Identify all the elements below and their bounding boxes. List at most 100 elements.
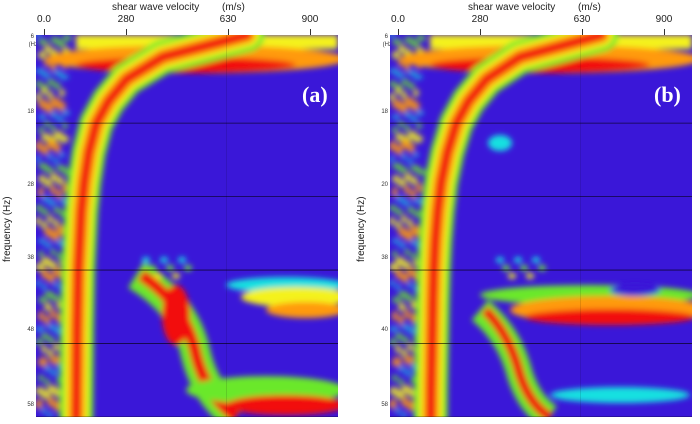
noise-speck xyxy=(62,111,70,115)
noise-speck xyxy=(390,327,399,331)
noise-speck xyxy=(38,115,46,119)
noise-speck xyxy=(398,179,406,187)
noise-speck xyxy=(395,269,403,279)
noise-speck xyxy=(47,273,55,283)
mid-blob xyxy=(172,273,180,279)
noise-speck xyxy=(392,127,398,133)
noise-speck xyxy=(407,207,415,213)
mid-blob xyxy=(178,257,186,263)
noise-speck xyxy=(56,41,66,47)
noise-speck xyxy=(44,367,52,371)
noise-speck xyxy=(36,81,43,87)
noise-speck xyxy=(50,37,60,43)
noise-speck xyxy=(38,311,44,321)
y-tick-label: 6 xyxy=(30,34,34,40)
y-tick-label: 58 xyxy=(27,402,34,408)
noise-speck xyxy=(410,313,416,323)
noise-speck xyxy=(404,185,410,195)
y-tick-label: 38 xyxy=(27,255,34,261)
noise-speck xyxy=(413,75,423,79)
noise-speck xyxy=(41,345,47,353)
ridge-core xyxy=(71,35,252,417)
noise-speck xyxy=(395,345,401,353)
noise-speck xyxy=(44,243,52,247)
noise-speck xyxy=(398,315,404,325)
noise-speck xyxy=(36,217,41,225)
noise-speck xyxy=(53,401,61,411)
mid-blob xyxy=(502,265,510,271)
y-unit-label: (Hz) xyxy=(28,42,40,48)
noise-speck xyxy=(410,41,420,47)
noise-speck xyxy=(401,397,409,407)
x-tick-label: 0.0 xyxy=(37,14,51,25)
noise-speck xyxy=(56,117,64,121)
noise-speck xyxy=(38,127,44,133)
mid-blob xyxy=(184,265,192,271)
noise-speck xyxy=(413,153,419,157)
noise-speck xyxy=(398,379,404,385)
noise-speck xyxy=(53,131,63,139)
noise-speck xyxy=(38,357,48,367)
y-tick-label: 18 xyxy=(381,109,388,115)
noise-speck xyxy=(36,281,41,285)
x-axis-title: shear wave velocity xyxy=(112,2,200,13)
noise-speck xyxy=(38,175,46,183)
noise-speck xyxy=(47,337,55,343)
x-tick-label: 280 xyxy=(471,14,489,25)
noise-speck xyxy=(410,177,418,185)
mid-blob xyxy=(148,265,156,271)
noise-speck xyxy=(36,69,45,73)
x-tick-label: 900 xyxy=(655,14,673,25)
x-axis-title: shear wave velocity xyxy=(468,2,556,13)
noise-speck xyxy=(398,227,408,237)
noise-speck xyxy=(56,189,62,199)
noise-speck xyxy=(53,343,59,351)
noise-speck xyxy=(404,37,414,43)
y-unit-label: (Hz) xyxy=(382,42,394,48)
noise-speck xyxy=(59,89,65,97)
y-tick-label: 6 xyxy=(384,34,388,40)
y-tick-label: 20 xyxy=(381,182,388,188)
noise-speck xyxy=(390,387,399,395)
noise-speck xyxy=(47,215,53,223)
noise-speck xyxy=(47,79,55,85)
noise-speck xyxy=(401,91,407,99)
noise-speck xyxy=(41,221,47,229)
red-column xyxy=(162,285,190,345)
x-tick-label: 630 xyxy=(219,14,237,25)
noise-speck xyxy=(53,267,61,277)
noise-speck xyxy=(41,257,51,265)
mid-blob xyxy=(142,257,150,263)
noise-speck xyxy=(392,175,400,183)
blue-hole xyxy=(610,284,660,296)
noise-speck xyxy=(53,83,61,89)
y-axis-title-unit: (Hz) xyxy=(2,196,13,216)
panel-label: (b) xyxy=(654,82,681,107)
mid-blob xyxy=(520,265,528,271)
x-tick-label: 900 xyxy=(301,14,319,25)
heatmap-svg-a xyxy=(36,35,338,417)
x-tick-mark xyxy=(44,29,45,35)
noise-speck xyxy=(407,401,415,411)
y-axis-title-unit: (Hz) xyxy=(356,196,367,216)
noise-speck xyxy=(407,83,415,89)
x-axis-unit: (m/s) xyxy=(222,2,245,13)
noise-speck xyxy=(401,349,407,357)
bottom-red xyxy=(226,395,338,415)
x-tick-mark xyxy=(228,29,229,35)
noise-speck xyxy=(41,269,49,279)
heatmap-blobs xyxy=(390,35,692,417)
noise-speck xyxy=(404,97,414,107)
x-tick-mark xyxy=(310,29,311,35)
noise-speck xyxy=(416,35,426,41)
noise-speck xyxy=(404,125,410,131)
mid-blob xyxy=(154,273,162,279)
noise-speck xyxy=(41,209,49,215)
noise-speck xyxy=(36,35,41,37)
noise-speck xyxy=(395,73,405,77)
mid-blob xyxy=(160,257,168,263)
noise-speck xyxy=(407,283,413,287)
noise-speck xyxy=(410,241,418,245)
mode-branch-core xyxy=(481,306,553,417)
mid-blob xyxy=(526,273,534,279)
